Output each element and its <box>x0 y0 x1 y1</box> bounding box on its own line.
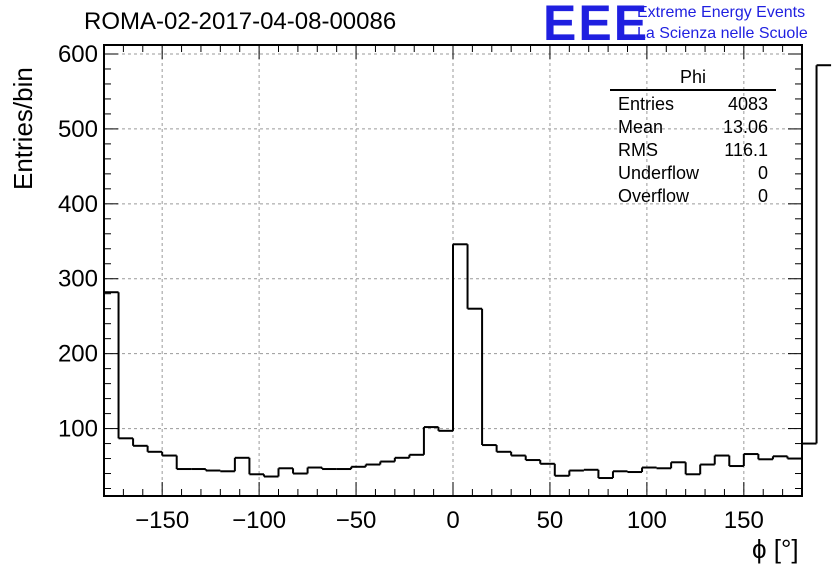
x-tick-label: 100 <box>627 507 667 534</box>
x-tick-label: −100 <box>232 507 286 534</box>
stats-label: Mean <box>618 117 664 137</box>
stats-box: Phi Entries 4083 Mean 13.06 RMS 116.1 Under… <box>610 67 776 208</box>
y-tick-label: 300 <box>58 266 98 293</box>
stats-row: Entries 4083 <box>610 93 776 116</box>
stats-value: 0 <box>757 186 768 206</box>
x-tick-label: 150 <box>724 507 764 534</box>
logo-caption-2: La Scienza nelle Scuole <box>637 25 808 42</box>
x-tick-label: −50 <box>336 507 377 534</box>
stats-label: RMS <box>618 140 658 160</box>
x-axis-title: ϕ [°] <box>752 534 799 564</box>
axes <box>103 44 803 497</box>
x-tick-label: −150 <box>135 507 189 534</box>
y-tick-label: 200 <box>58 341 98 368</box>
y-tick-label: 500 <box>58 116 98 143</box>
stats-value: 0 <box>757 163 768 183</box>
eee-logo: EEE <box>543 0 650 51</box>
stats-label: Overflow <box>618 186 690 206</box>
stats-value: 4083 <box>727 94 768 114</box>
y-tick-label: 600 <box>58 41 98 68</box>
stats-value: 116.1 <box>724 140 768 160</box>
y-axis-title: Entries/bin <box>8 67 38 190</box>
logo-caption-1: Extreme Energy Events <box>637 4 806 21</box>
stats-row: RMS 116.1 <box>610 139 776 162</box>
x-tick-label: 0 <box>446 507 459 534</box>
stats-row: Mean 13.06 <box>610 116 776 139</box>
stats-label: Underflow <box>618 163 700 183</box>
stats-title: Phi <box>610 67 776 91</box>
x-tick-label: 50 <box>537 507 564 534</box>
y-tick-label: 400 <box>58 191 98 218</box>
stats-row: Underflow 0 <box>610 162 776 185</box>
stats-value: 13.06 <box>722 117 768 137</box>
y-tick-label: 100 <box>58 416 98 443</box>
run-title: ROMA-02-2017-04-08-00086 <box>84 8 397 35</box>
tick-labels: −150 −100 −50 0 50 100 150 100 200 300 400 500 600 <box>58 41 764 534</box>
stats-label: Entries <box>618 94 675 114</box>
stats-row: Overflow 0 <box>610 185 776 208</box>
